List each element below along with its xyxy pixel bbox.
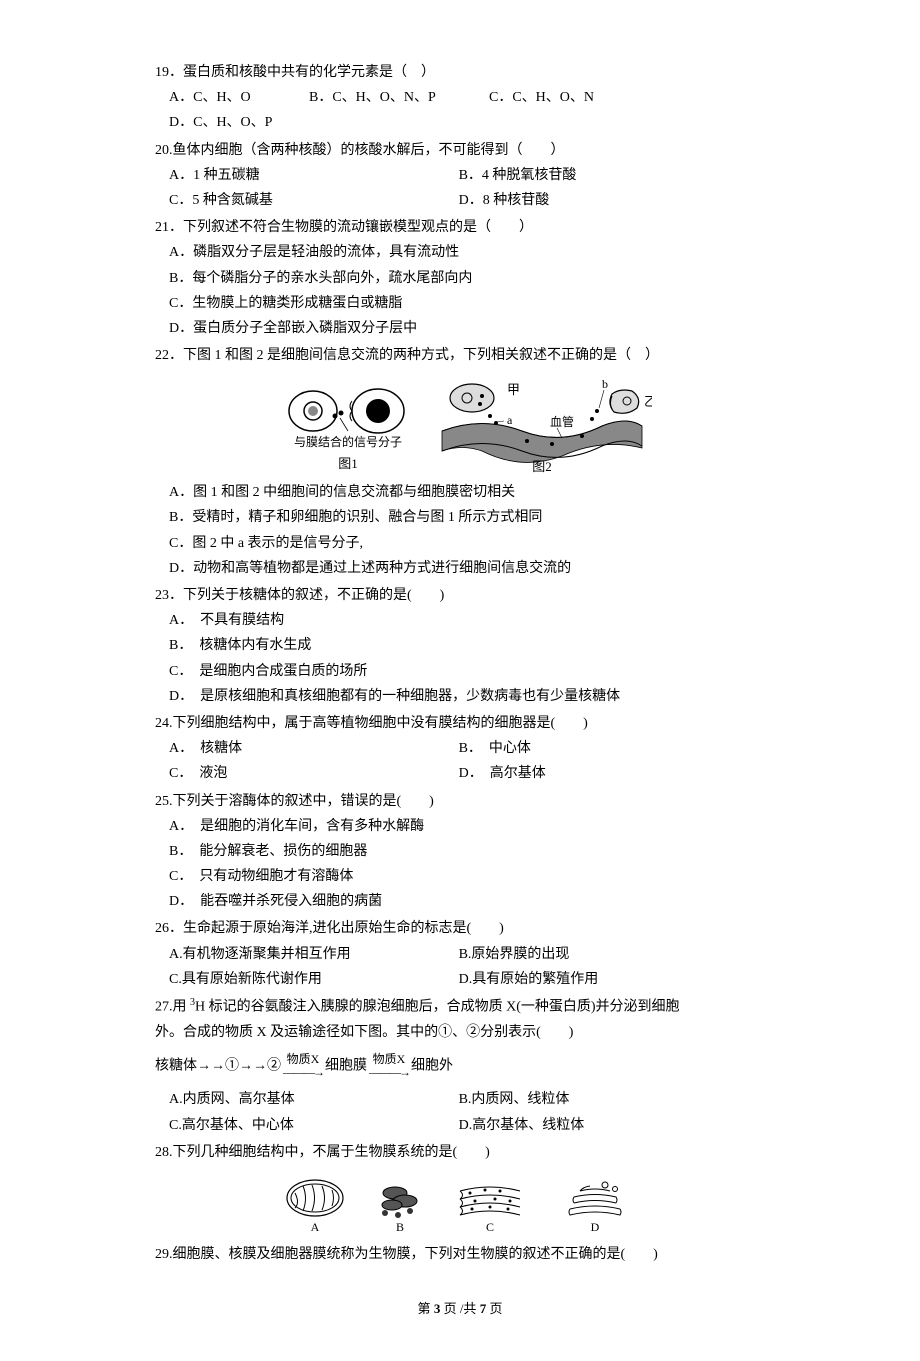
q23-stem: 23．下列关于核糖体的叙述，不正确的是( ): [155, 583, 765, 608]
q20-opt-b: B．4 种脱氧核苷酸: [459, 163, 745, 188]
q23-opt-b: B． 核糖体内有水生成: [169, 633, 765, 658]
q26-opt-b: B.原始界膜的出现: [459, 942, 745, 967]
q27-stem-p3: 外。合成的物质 X 及运输途径如下图。其中的①、②分别表示( ): [155, 1020, 765, 1045]
q21-opt-a: A．磷脂双分子层是轻油般的流体，具有流动性: [169, 240, 765, 265]
q23-opt-c: C． 是细胞内合成蛋白质的场所: [169, 659, 765, 684]
path-mid: 细胞膜: [325, 1058, 367, 1073]
q26-stem: 26．生命起源于原始海洋,进化出原始生命的标志是( ): [155, 916, 765, 941]
question-19: 19．蛋白质和核酸中共有的化学元素是（ ） A．C、H、O B．C、H、O、N、…: [155, 60, 765, 136]
q27-opt-c: C.高尔基体、中心体: [169, 1113, 455, 1138]
q28-organelles: A B C: [270, 1173, 650, 1238]
q20-stem: 20.鱼体内细胞（含两种核酸）的核酸水解后，不可能得到（ ）: [155, 138, 765, 163]
question-23: 23．下列关于核糖体的叙述，不正确的是( ) A． 不具有膜结构 B． 核糖体内…: [155, 583, 765, 709]
q25-stem: 25.下列关于溶酶体的叙述中，错误的是( ): [155, 789, 765, 814]
q19-opt-c: C．C、H、O、N: [489, 85, 629, 110]
footer-prefix: 第: [418, 1301, 434, 1316]
q22-figures: 与膜结合的信号分子 图1 甲 a: [155, 376, 765, 476]
q28-label-b: B: [396, 1220, 404, 1234]
q27-opt-d: D.高尔基体、线粒体: [459, 1113, 745, 1138]
q26-opt-a: A.有机物逐渐聚集并相互作用: [169, 942, 455, 967]
q26-options: A.有机物逐渐聚集并相互作用 B.原始界膜的出现 C.具有原始新陈代谢作用 D.…: [155, 942, 765, 992]
q19-opt-a: A．C、H、O: [169, 85, 289, 110]
q22-stem: 22．下图 1 和图 2 是细胞间信息交流的两种方式，下列相关叙述不正确的是（ …: [155, 343, 765, 368]
fig2-vessel-label: 血管: [550, 414, 574, 429]
q26-opt-d: D.具有原始的繁殖作用: [459, 967, 745, 992]
q27-stem-p2: H 标记的谷氨酸注入胰腺的腺泡细胞后，合成物质 X(一种蛋白质)并分泌到细胞: [195, 1000, 680, 1015]
path-end: 细胞外: [411, 1058, 453, 1073]
q24-opt-a: A． 核糖体: [169, 736, 455, 761]
q28-label-a: A: [311, 1220, 320, 1234]
question-29: 29.细胞膜、核膜及细胞器膜统称为生物膜，下列对生物膜的叙述不正确的是( ): [155, 1242, 765, 1267]
question-28: 28.下列几种细胞结构中，不属于生物膜系统的是( ) A B: [155, 1140, 765, 1238]
question-21: 21．下列叙述不符合生物膜的流动镶嵌模型观点的是（ ） A．磷脂双分子层是轻油般…: [155, 215, 765, 341]
q24-stem: 24.下列细胞结构中，属于高等植物细胞中没有膜结构的细胞器是( ): [155, 711, 765, 736]
q20-options: A．1 种五碳糖 B．4 种脱氧核苷酸 C．5 种含氮碱基 D．8 种核苷酸: [155, 163, 765, 213]
q21-opt-d: D．蛋白质分子全部嵌入磷脂双分子层中: [169, 316, 765, 341]
q27-options: A.内质网、高尔基体 B.内质网、线粒体 C.高尔基体、中心体 D.高尔基体、线…: [155, 1087, 765, 1137]
q23-options: A． 不具有膜结构 B． 核糖体内有水生成 C． 是细胞内合成蛋白质的场所 D．…: [155, 608, 765, 709]
question-24: 24.下列细胞结构中，属于高等植物细胞中没有膜结构的细胞器是( ) A． 核糖体…: [155, 711, 765, 787]
q22-opt-d: D．动物和高等植物都是通过上述两种方式进行细胞间信息交流的: [169, 556, 765, 581]
q25-opt-c: C． 只有动物细胞才有溶酶体: [169, 864, 765, 889]
question-25: 25.下列关于溶酶体的叙述中，错误的是( ) A． 是细胞的消化车间，含有多种水…: [155, 789, 765, 915]
q28-label-d: D: [591, 1220, 600, 1234]
q25-options: A． 是细胞的消化车间，含有多种水解酶 B． 能分解衰老、损伤的细胞器 C． 只…: [155, 814, 765, 915]
q27-opt-b: B.内质网、线粒体: [459, 1087, 745, 1112]
fig2-a-label: a: [507, 413, 513, 427]
q25-opt-d: D． 能吞噬并杀死侵入细胞的病菌: [169, 889, 765, 914]
fig1-caption: 图1: [338, 456, 358, 471]
q22-opt-b: B．受精时，精子和卵细胞的识别、融合与图 1 所示方式相同: [169, 505, 765, 530]
footer-suffix: 页: [486, 1301, 502, 1316]
fig2-caption: 图2: [532, 459, 552, 474]
q19-opt-b: B．C、H、O、N、P: [309, 85, 469, 110]
q20-opt-c: C．5 种含氮碱基: [169, 188, 455, 213]
q24-opt-b: B． 中心体: [459, 736, 745, 761]
fig2-yi-label: 乙: [644, 394, 652, 409]
fig1-signal-label: 与膜结合的信号分子: [294, 434, 402, 449]
q27-stem: 27.用 3H 标记的谷氨酸注入胰腺的腺泡细胞后，合成物质 X(一种蛋白质)并分…: [155, 994, 765, 1020]
path-arrow-2: 物质X———→: [369, 1053, 409, 1079]
q25-opt-a: A． 是细胞的消化车间，含有多种水解酶: [169, 814, 765, 839]
q25-opt-b: B． 能分解衰老、损伤的细胞器: [169, 839, 765, 864]
q28-stem: 28.下列几种细胞结构中，不属于生物膜系统的是( ): [155, 1140, 765, 1165]
question-20: 20.鱼体内细胞（含两种核酸）的核酸水解后，不可能得到（ ） A．1 种五碳糖 …: [155, 138, 765, 214]
q24-opt-c: C． 液泡: [169, 761, 455, 786]
q24-opt-d: D． 高尔基体: [459, 761, 745, 786]
path-start: 核糖体→→①→→②: [155, 1058, 281, 1073]
q26-opt-c: C.具有原始新陈代谢作用: [169, 967, 455, 992]
fig2-b-label: b: [602, 377, 608, 391]
q22-opt-c: C．图 2 中 a 表示的是信号分子,: [169, 531, 765, 556]
q23-opt-a: A． 不具有膜结构: [169, 608, 765, 633]
q22-opt-a: A．图 1 和图 2 中细胞间的信息交流都与细胞膜密切相关: [169, 480, 765, 505]
q21-options: A．磷脂双分子层是轻油般的流体，具有流动性 B．每个磷脂分子的亲水头部向外，疏水…: [155, 240, 765, 341]
path-arrow-1: 物质X———→: [283, 1053, 323, 1079]
q19-stem: 19．蛋白质和核酸中共有的化学元素是（ ）: [155, 60, 765, 85]
q22-figure2: 甲 a 血管 b: [432, 376, 652, 476]
question-26: 26．生命起源于原始海洋,进化出原始生命的标志是( ) A.有机物逐渐聚集并相互…: [155, 916, 765, 992]
footer-mid: 页 /共: [440, 1301, 479, 1316]
q29-stem: 29.细胞膜、核膜及细胞器膜统称为生物膜，下列对生物膜的叙述不正确的是( ): [155, 1242, 765, 1267]
q19-options: A．C、H、O B．C、H、O、N、P C．C、H、O、N D．C、H、O、P: [155, 85, 765, 135]
q20-opt-a: A．1 种五碳糖: [169, 163, 455, 188]
q24-options: A． 核糖体 B． 中心体 C． 液泡 D． 高尔基体: [155, 736, 765, 786]
document-page: 19．蛋白质和核酸中共有的化学元素是（ ） A．C、H、O B．C、H、O、N、…: [0, 0, 920, 1361]
q27-opt-a: A.内质网、高尔基体: [169, 1087, 455, 1112]
fig2-jia-label: 甲: [507, 382, 520, 397]
q23-opt-d: D． 是原核细胞和真核细胞都有的一种细胞器，少数病毒也有少量核糖体: [169, 684, 765, 709]
question-22: 22．下图 1 和图 2 是细胞间信息交流的两种方式，下列相关叙述不正确的是（ …: [155, 343, 765, 581]
q27-pathway: 核糖体→→①→→②物质X———→细胞膜物质X———→细胞外: [155, 1053, 765, 1079]
q21-opt-c: C．生物膜上的糖类形成糖蛋白或糖脂: [169, 291, 765, 316]
q28-figures: A B C: [155, 1173, 765, 1238]
q22-options: A．图 1 和图 2 中细胞间的信息交流都与细胞膜密切相关 B．受精时，精子和卵…: [155, 480, 765, 581]
q28-label-c: C: [486, 1220, 494, 1234]
q20-opt-d: D．8 种核苷酸: [459, 188, 745, 213]
q21-stem: 21．下列叙述不符合生物膜的流动镶嵌模型观点的是（ ）: [155, 215, 765, 240]
q22-figure1: 与膜结合的信号分子 图1: [268, 376, 428, 476]
q21-opt-b: B．每个磷脂分子的亲水头部向外，疏水尾部向内: [169, 266, 765, 291]
page-footer: 第 3 页 /共 7 页: [155, 1297, 765, 1320]
q27-stem-p1: 27.用: [155, 1000, 190, 1015]
q19-opt-d: D．C、H、O、P: [169, 110, 272, 135]
question-27: 27.用 3H 标记的谷氨酸注入胰腺的腺泡细胞后，合成物质 X(一种蛋白质)并分…: [155, 994, 765, 1138]
